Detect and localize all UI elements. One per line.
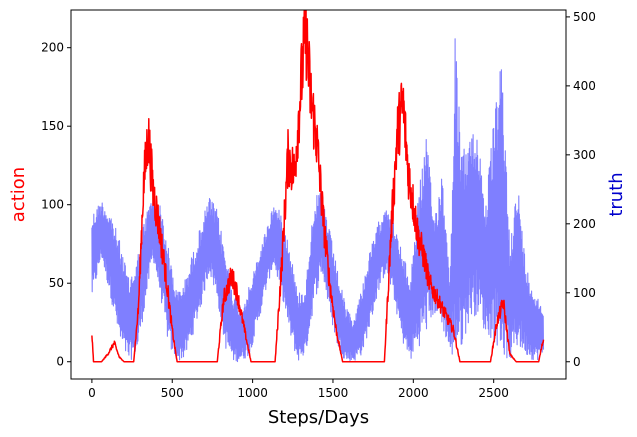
x-tick-label: 1500 [318,386,349,400]
left-y-tick-label: 150 [41,119,64,133]
left-y-tick-label: 100 [41,198,64,212]
plot-frame [70,9,567,380]
x-tick-label: 1000 [237,386,268,400]
left-y-axis-title: action [8,167,29,222]
right-y-axis: 0 100 200 300 400 500 [566,10,596,369]
x-tick-label: 2000 [398,386,429,400]
right-y-tick-label: 500 [573,10,596,24]
right-y-tick-label: 100 [573,286,596,300]
right-y-tick-label: 0 [573,355,581,369]
left-y-axis: 0 50 100 150 200 [41,41,71,369]
x-tick-label: 0 [88,386,96,400]
x-tick-label: 2500 [478,386,509,400]
action-line [91,10,545,363]
right-y-tick-label: 400 [573,79,596,93]
left-y-tick-label: 0 [56,355,64,369]
x-tick-label: 500 [161,386,184,400]
right-y-tick-label: 200 [573,217,596,231]
truth-series [91,38,545,363]
left-y-tick-label: 50 [49,276,64,290]
truth-line [91,38,545,363]
left-y-tick-label: 200 [41,41,64,55]
right-y-axis-title: truth [606,172,627,216]
right-y-tick-label: 300 [573,148,596,162]
x-axis-title: Steps/Days [268,407,369,428]
x-axis: 0 500 1000 1500 2000 2500 [88,379,509,400]
action-series [91,10,545,363]
